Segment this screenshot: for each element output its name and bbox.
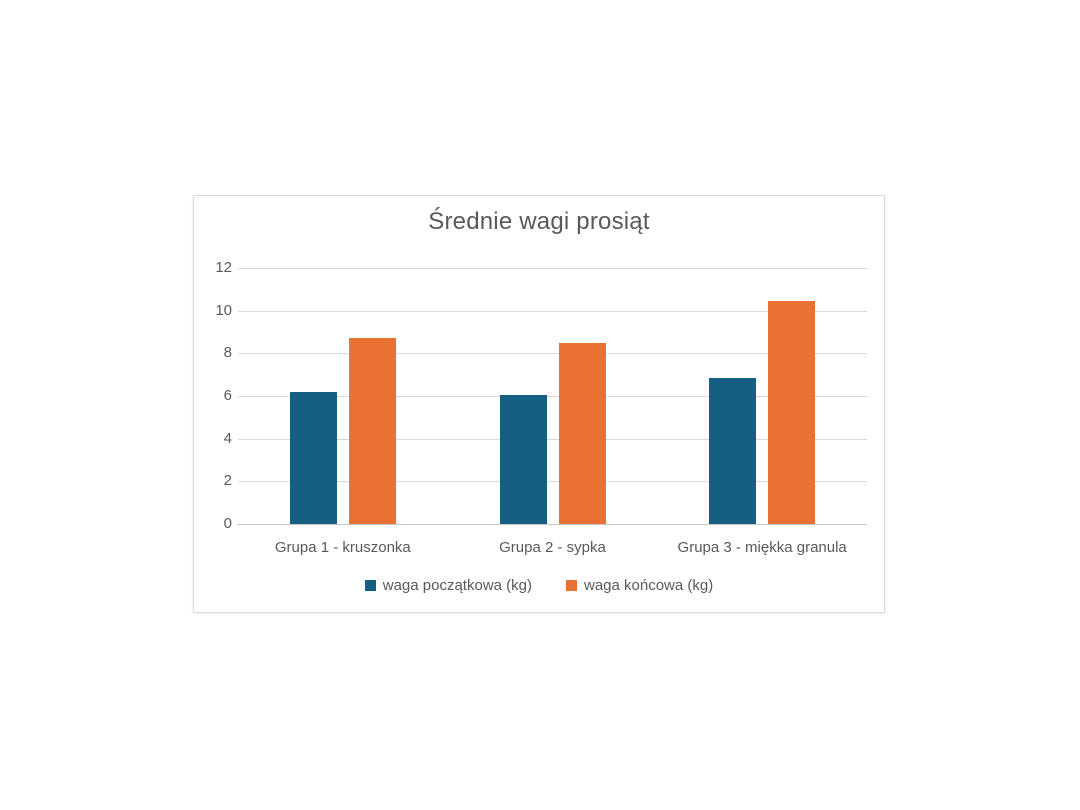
bar-series-1-cat-1	[289, 391, 337, 524]
y-tick-label: 6	[223, 387, 232, 404]
gridline	[238, 268, 867, 269]
plot-area	[238, 268, 867, 525]
bar-series-2-cat-3	[768, 301, 816, 524]
gridline	[238, 438, 867, 440]
x-tick-label: Grupa 1 - kruszonka	[274, 539, 411, 556]
y-tick-label: 4	[223, 429, 232, 447]
bar-series-2-cat-1	[348, 338, 396, 524]
gridline	[238, 310, 867, 312]
y-tick-label: 8	[223, 344, 232, 362]
gridline	[238, 353, 867, 355]
bar-series-1-cat-2	[499, 394, 547, 524]
y-tick-label: 10	[215, 301, 232, 319]
legend-item-2: waga końcowa (kg)	[566, 577, 713, 594]
axis-baseline	[238, 524, 867, 525]
legend-item-1: waga początkowa (kg)	[364, 577, 532, 594]
legend-label: waga końcowa (kg)	[584, 577, 714, 594]
legend-swatch-icon	[566, 580, 577, 591]
gridline	[238, 481, 867, 483]
gridline	[238, 396, 867, 397]
chart-panel: Średnie wagi prosiąt 0 2 4 6 8 10 12 Grupa 1 -…	[193, 195, 885, 613]
legend: waga początkowa (kg) waga końcowa (kg)	[194, 577, 884, 594]
chart-title: Średnie wagi prosiąt	[428, 208, 650, 235]
x-tick-label: Grupa 2 - sypka	[499, 539, 606, 556]
legend-label: waga początkowa (kg)	[382, 577, 532, 594]
bar-series-2-cat-2	[558, 342, 606, 524]
x-tick-label: Grupa 3 - miękka granula	[677, 539, 847, 556]
y-tick-label: 2	[223, 472, 232, 490]
bar-series-1-cat-3	[709, 377, 757, 524]
y-tick-label: 0	[223, 515, 232, 532]
y-tick-label: 12	[215, 259, 232, 276]
legend-swatch-icon	[364, 580, 376, 591]
